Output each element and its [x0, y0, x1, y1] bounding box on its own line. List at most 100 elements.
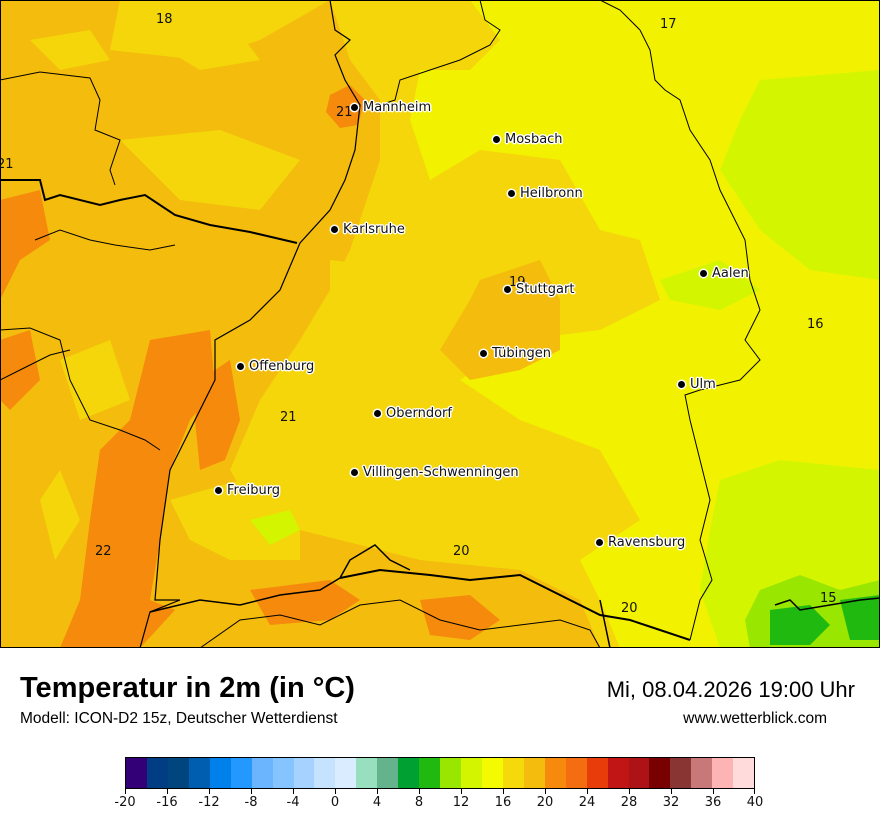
temp-value-label: 21	[336, 105, 353, 120]
city-marker-mosbach: Mosbach	[493, 132, 563, 147]
forecast-datetime: Mi, 08.04.2026 19:00 Uhr	[606, 677, 855, 702]
colorbar-segment	[523, 758, 545, 788]
colorbar-tick-mark	[545, 789, 546, 794]
colorbar-segment	[167, 758, 189, 788]
colorbar-segment	[649, 758, 671, 788]
colorbar-tick-label: -16	[156, 795, 178, 810]
city-name: Villingen-Schwenningen	[363, 465, 519, 480]
colorbar-segment	[335, 758, 357, 788]
temperature-colorbar	[125, 757, 755, 789]
colorbar-segment	[733, 758, 755, 788]
colorbar-segment	[481, 758, 503, 788]
colorbar-tick-mark	[209, 789, 210, 794]
colorbar-tick-mark	[587, 789, 588, 794]
colorbar-segment	[293, 758, 315, 788]
colorbar-tick-mark	[251, 789, 252, 794]
city-dot-icon	[596, 539, 603, 546]
temp-value-label: 21	[280, 410, 297, 425]
city-dot-icon	[374, 410, 381, 417]
city-dot-icon	[351, 469, 358, 476]
colorbar-tick-label: 32	[662, 795, 680, 810]
colorbar-tick-mark	[629, 789, 630, 794]
colorbar-tick-label: 20	[536, 795, 554, 810]
colorbar-tick-label: 4	[372, 795, 382, 810]
colorbar-tick-label: 12	[452, 795, 470, 810]
colorbar-tick-mark	[754, 789, 755, 794]
colorbar-tick-label: 28	[620, 795, 638, 810]
colorbar-tick-label: 0	[330, 795, 340, 810]
colorbar-segment	[272, 758, 294, 788]
city-name: Offenburg	[249, 359, 315, 374]
colorbar-tick-label: -20	[114, 795, 136, 810]
colorbar-tick-label: -12	[198, 795, 220, 810]
colorbar-segment	[314, 758, 336, 788]
colorbar-tick-label: 24	[578, 795, 596, 810]
city-dot-icon	[215, 487, 222, 494]
city-marker-aalen: Aalen	[700, 266, 749, 281]
city-dot-icon	[331, 226, 338, 233]
city-name: Ulm	[690, 377, 716, 392]
colorbar-tick-mark	[503, 789, 504, 794]
colorbar-segment	[188, 758, 210, 788]
colorbar-tick-label: -4	[286, 795, 300, 810]
city-dot-icon	[700, 270, 707, 277]
city-marker-ravensburg: Ravensburg	[596, 535, 685, 550]
city-marker-heilbronn: Heilbronn	[508, 186, 583, 201]
colorbar-segment	[146, 758, 168, 788]
colorbar-tick-mark	[419, 789, 420, 794]
colorbar-tick-label: -8	[244, 795, 258, 810]
city-name: Oberndorf	[386, 406, 452, 421]
temp-value-label: 20	[621, 601, 638, 616]
city-name: Stuttgart	[516, 282, 575, 297]
colorbar-tick-mark	[167, 789, 168, 794]
temp-value-label: 16	[807, 317, 824, 332]
city-marker-ulm: Ulm	[678, 377, 716, 392]
city-dot-icon	[480, 350, 487, 357]
colorbar-segment	[440, 758, 461, 788]
city-marker-tuebingen: Tübingen	[480, 346, 551, 361]
city-marker-stuttgart: Stuttgart	[504, 282, 574, 297]
city-dot-icon	[508, 190, 515, 197]
temp-value-label: 15	[820, 591, 837, 606]
colorbar-tick-mark	[713, 789, 714, 794]
temp-value-label: 20	[453, 544, 470, 559]
colorbar-tick-mark	[671, 789, 672, 794]
city-name: Mannheim	[363, 100, 432, 115]
colorbar-segment	[691, 758, 713, 788]
city-name: Aalen	[712, 266, 749, 281]
colorbar-tick-mark	[125, 789, 126, 794]
colorbar-segment	[356, 758, 378, 788]
city-name: Karlsruhe	[343, 222, 405, 237]
city-name: Tübingen	[492, 346, 551, 361]
colorbar-segment	[209, 758, 231, 788]
city-name: Freiburg	[227, 483, 281, 498]
colorbar-tick-label: 16	[494, 795, 512, 810]
city-marker-offenburg: Offenburg	[237, 359, 314, 374]
colorbar-segment	[230, 758, 252, 788]
colorbar-segment	[670, 758, 692, 788]
colorbar-segment	[377, 758, 399, 788]
city-marker-villingen-schwenningen: Villingen-Schwenningen	[351, 465, 519, 480]
colorbar-segment	[419, 758, 441, 788]
colorbar-tick-label: 8	[414, 795, 424, 810]
city-dot-icon	[493, 136, 500, 143]
temp-value-label: 22	[95, 544, 112, 559]
temperature-field	[0, 0, 880, 648]
website-credit: www.wetterblick.com	[683, 710, 827, 727]
colorbar-tick-mark	[461, 789, 462, 794]
colorbar-segment	[565, 758, 587, 788]
colorbar-tick-mark	[293, 789, 294, 794]
city-name: Ravensburg	[608, 535, 686, 550]
colorbar-segment	[251, 758, 273, 788]
city-marker-oberndorf: Oberndorf	[374, 406, 452, 421]
city-name: Heilbronn	[520, 186, 583, 201]
colorbar-segment	[628, 758, 650, 788]
city-name: Mosbach	[505, 132, 563, 147]
colorbar-segment	[461, 758, 482, 788]
city-marker-karlsruhe: Karlsruhe	[331, 222, 405, 237]
colorbar-ticks: -20 -16 -12 -8 -4 0 4 8 12 16 20 24 28 32 36 40	[114, 789, 763, 819]
city-dot-icon	[504, 286, 511, 293]
city-dot-icon	[351, 104, 358, 111]
city-dot-icon	[237, 363, 244, 370]
map-title: Temperatur in 2m (in °C)	[20, 672, 355, 704]
